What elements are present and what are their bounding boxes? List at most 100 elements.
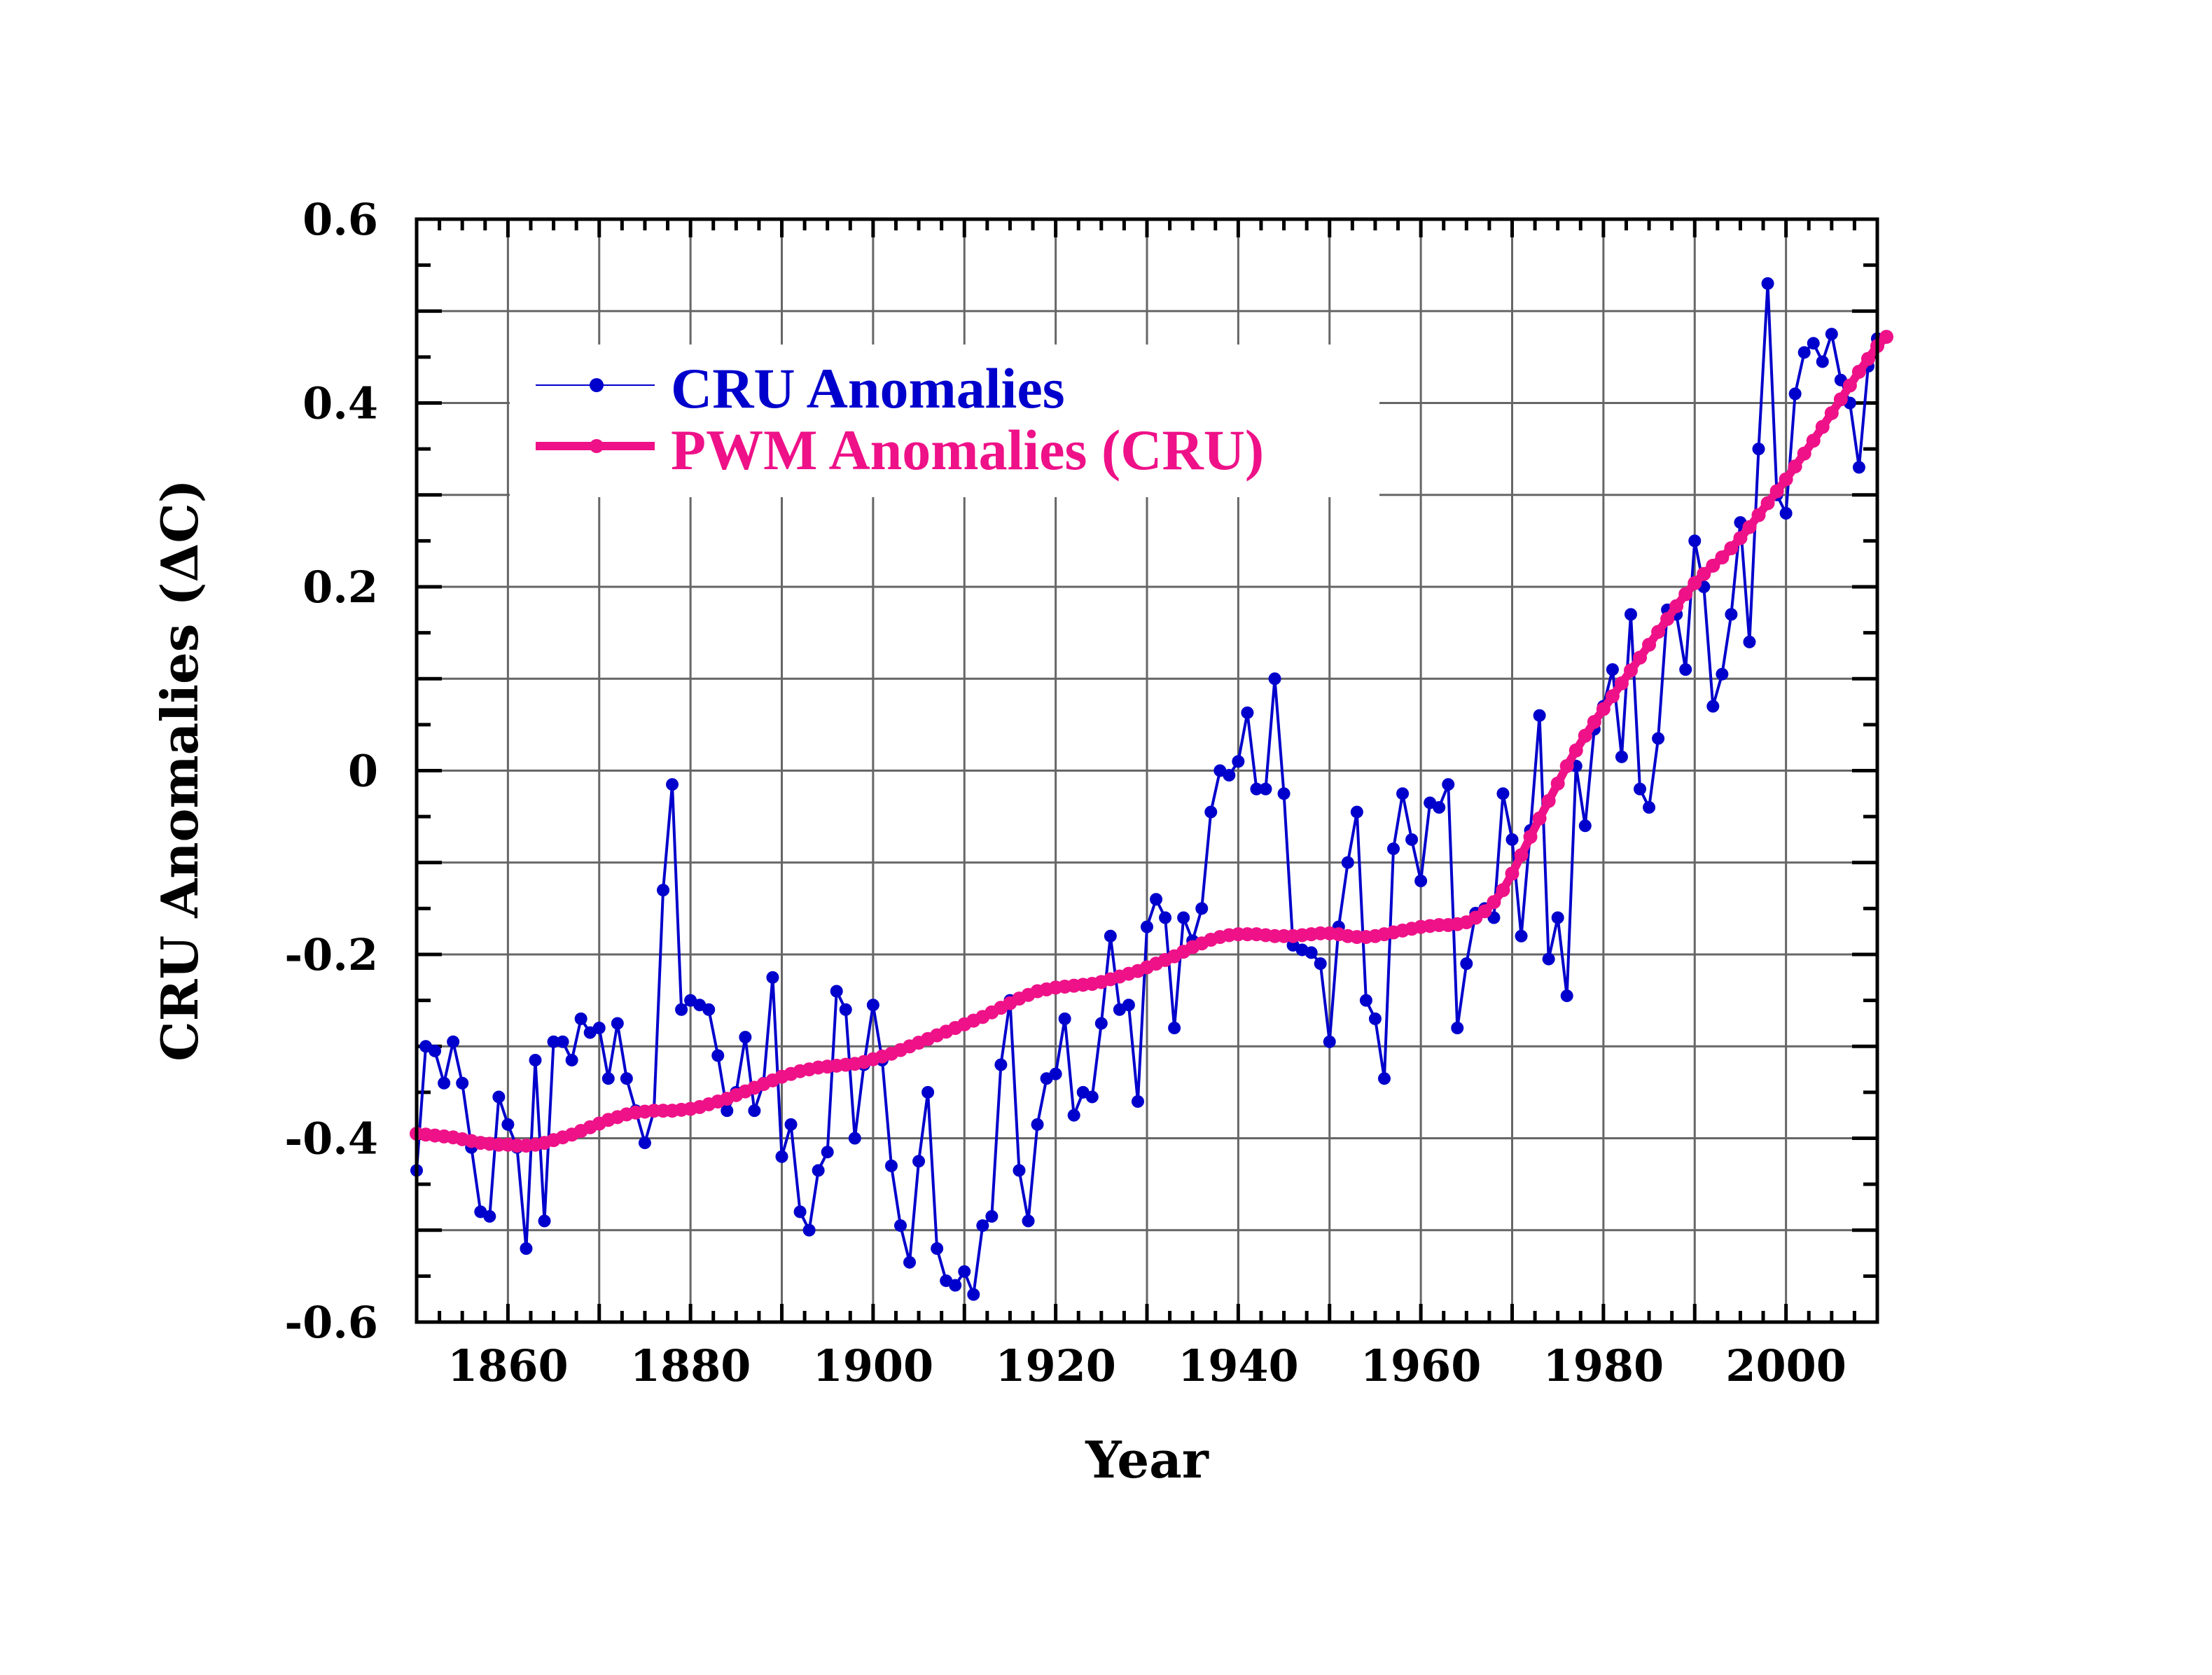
data-point (620, 1072, 633, 1085)
data-point (556, 1035, 569, 1048)
data-point (1477, 904, 1492, 919)
data-point (1652, 732, 1665, 745)
data-point (1195, 902, 1209, 915)
data-point (1496, 787, 1510, 800)
legend: CRU Anomalies PWM Anomalies (CRU) (510, 345, 1379, 497)
data-point (739, 1031, 752, 1044)
y-tick-label: -0.6 (284, 1297, 378, 1348)
data-point (1788, 387, 1802, 401)
data-point (766, 971, 779, 984)
data-point (538, 1214, 551, 1228)
data-point (1533, 709, 1546, 722)
data-point (1085, 1090, 1099, 1104)
data-point (1779, 472, 1793, 487)
data-point (1523, 830, 1538, 844)
data-point (547, 1035, 560, 1048)
y-tick-label: -0.4 (284, 1113, 378, 1165)
data-point (1122, 999, 1135, 1012)
data-point (1487, 895, 1501, 910)
data-point (1551, 911, 1564, 924)
data-point (958, 1265, 971, 1278)
data-point (1559, 758, 1574, 773)
data-point (1833, 392, 1848, 407)
x-tick-label: 1940 (1178, 1340, 1299, 1391)
data-point (994, 1058, 1008, 1071)
data-point (893, 1219, 907, 1232)
data-point (1268, 672, 1281, 686)
data-point (848, 1132, 861, 1145)
data-point (1779, 507, 1793, 520)
data-point (1049, 1067, 1062, 1080)
data-point (1615, 750, 1628, 763)
data-point (1697, 567, 1711, 581)
data-point (702, 1003, 716, 1016)
data-point (1442, 778, 1455, 791)
data-point (1277, 787, 1291, 800)
data-point (1851, 364, 1866, 379)
data-point (1241, 706, 1254, 719)
data-point (638, 1137, 651, 1150)
data-point (1568, 743, 1583, 758)
data-point (1824, 405, 1839, 420)
data-point (949, 1279, 962, 1292)
data-point (1797, 446, 1811, 461)
legend-background (510, 345, 1379, 497)
data-point (912, 1155, 926, 1168)
data-point (812, 1164, 825, 1177)
data-point (1350, 805, 1363, 819)
data-point (1634, 782, 1647, 795)
data-point (1433, 801, 1446, 814)
data-point (903, 1256, 917, 1269)
data-point (1168, 1022, 1181, 1034)
data-point (931, 1242, 944, 1255)
data-point (1560, 989, 1573, 1003)
y-tick-label: -0.2 (284, 929, 378, 980)
data-point (976, 1219, 989, 1232)
data-point (1605, 689, 1620, 704)
data-point (793, 1205, 807, 1218)
data-point (1058, 1012, 1071, 1025)
x-tick-labels: 1860 1880 1900 1920 1940 1960 1980 2000 (447, 1340, 1846, 1391)
data-point (1131, 1095, 1144, 1108)
data-point (574, 1012, 587, 1025)
data-point (1223, 769, 1236, 782)
legend-cru-label: CRU Anomalies (671, 356, 1065, 420)
data-point (1815, 419, 1830, 434)
data-point (1642, 637, 1657, 652)
x-tick-label: 1960 (1361, 1340, 1482, 1391)
data-point (1067, 1108, 1080, 1122)
data-point (884, 1159, 898, 1172)
y-tick-label: 0.2 (302, 562, 378, 613)
data-point (1788, 459, 1802, 474)
x-tick-label: 2000 (1725, 1340, 1846, 1391)
data-point (1094, 1017, 1108, 1030)
data-point (1596, 702, 1611, 716)
data-point (1806, 433, 1821, 448)
data-point (1022, 1214, 1035, 1228)
data-point (1716, 667, 1729, 681)
data-point (1860, 352, 1875, 366)
data-point (1724, 541, 1739, 555)
data-point (1879, 330, 1894, 344)
data-point (1405, 833, 1419, 846)
data-point (1606, 663, 1619, 676)
data-point (921, 1085, 935, 1099)
data-point (1387, 842, 1400, 856)
data-point (1624, 608, 1637, 621)
data-point (592, 1022, 606, 1034)
data-point (1825, 328, 1838, 341)
data-point (1688, 576, 1702, 590)
data-point (1852, 461, 1865, 474)
data-point (967, 1288, 980, 1301)
data-point (1633, 651, 1648, 665)
data-point (1542, 952, 1555, 966)
data-point (1760, 496, 1775, 510)
y-tick-labels: -0.6 -0.4 -0.2 0 0.2 0.4 0.6 (284, 194, 378, 1348)
data-point (866, 999, 879, 1012)
data-point (492, 1090, 506, 1104)
data-point (1368, 1012, 1382, 1025)
data-point (1013, 1164, 1026, 1177)
data-point (1623, 663, 1638, 678)
data-point (1259, 782, 1272, 795)
